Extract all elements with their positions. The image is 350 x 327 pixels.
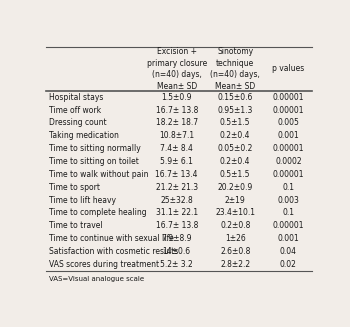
Text: Time to sitting on toilet: Time to sitting on toilet (49, 157, 139, 166)
Text: 1.5±0.9: 1.5±0.9 (161, 93, 192, 102)
Text: Time to sitting normally: Time to sitting normally (49, 144, 140, 153)
Text: 0.5±1.5: 0.5±1.5 (220, 170, 251, 179)
Text: 0.00001: 0.00001 (273, 106, 304, 115)
Text: 23.4±10.1: 23.4±10.1 (215, 208, 255, 217)
Text: VAS=Visual analogue scale: VAS=Visual analogue scale (49, 276, 144, 282)
Text: Time to walk without pain: Time to walk without pain (49, 170, 148, 179)
Text: Time off work: Time off work (49, 106, 101, 115)
Text: 0.2±0.8: 0.2±0.8 (220, 221, 250, 230)
Text: 7.4± 8.4: 7.4± 8.4 (160, 144, 193, 153)
Text: Time to continue with sexual life: Time to continue with sexual life (49, 234, 174, 243)
Text: 0.001: 0.001 (278, 131, 299, 140)
Text: 0.00001: 0.00001 (273, 170, 304, 179)
Text: Time to lift heavy: Time to lift heavy (49, 196, 116, 204)
Text: 0.2±0.4: 0.2±0.4 (220, 157, 251, 166)
Text: 14±0.6: 14±0.6 (163, 247, 191, 256)
Text: 0.1: 0.1 (282, 208, 294, 217)
Text: 0.15±0.6: 0.15±0.6 (217, 93, 253, 102)
Text: 0.00001: 0.00001 (273, 144, 304, 153)
Text: 2±19: 2±19 (225, 196, 246, 204)
Text: 0.02: 0.02 (280, 260, 297, 269)
Text: 5.9± 6.1: 5.9± 6.1 (160, 157, 193, 166)
Text: Satisfaction with cosmetic results: Satisfaction with cosmetic results (49, 247, 178, 256)
Text: 16.7± 13.8: 16.7± 13.8 (155, 106, 198, 115)
Text: 20.2±0.9: 20.2±0.9 (218, 183, 253, 192)
Text: 0.0002: 0.0002 (275, 157, 302, 166)
Text: Time to complete healing: Time to complete healing (49, 208, 146, 217)
Text: 0.003: 0.003 (278, 196, 299, 204)
Text: 0.005: 0.005 (278, 118, 299, 128)
Text: VAS scores during treatment: VAS scores during treatment (49, 260, 159, 269)
Text: 16.7± 13.8: 16.7± 13.8 (155, 221, 198, 230)
Text: Time to sport: Time to sport (49, 183, 100, 192)
Text: 5.2± 3.2: 5.2± 3.2 (160, 260, 193, 269)
Text: 2.6±0.8: 2.6±0.8 (220, 247, 250, 256)
Text: Dressing count: Dressing count (49, 118, 106, 128)
Text: 21.2± 21.3: 21.2± 21.3 (156, 183, 198, 192)
Text: 0.1: 0.1 (282, 183, 294, 192)
Text: 0.001: 0.001 (278, 234, 299, 243)
Text: 25±32.8: 25±32.8 (160, 196, 193, 204)
Text: 7.9±8.9: 7.9±8.9 (161, 234, 192, 243)
Text: Hospital stays: Hospital stays (49, 93, 103, 102)
Text: p values: p values (272, 64, 304, 73)
Text: Sinotomy
technique
(n=40) days,
Mean± SD: Sinotomy technique (n=40) days, Mean± SD (210, 47, 260, 91)
Text: 0.00001: 0.00001 (273, 93, 304, 102)
Text: 0.04: 0.04 (280, 247, 297, 256)
Text: 18.2± 18.7: 18.2± 18.7 (156, 118, 198, 128)
Text: 0.95±1.3: 0.95±1.3 (217, 106, 253, 115)
Text: Time to travel: Time to travel (49, 221, 102, 230)
Text: Excision +
primary closure
(n=40) days,
Mean± SD: Excision + primary closure (n=40) days, … (147, 47, 207, 91)
Text: 1±26: 1±26 (225, 234, 246, 243)
Text: 0.5±1.5: 0.5±1.5 (220, 118, 251, 128)
Text: 10.8±7.1: 10.8±7.1 (159, 131, 194, 140)
Text: Taking medication: Taking medication (49, 131, 119, 140)
Text: 0.2±0.4: 0.2±0.4 (220, 131, 251, 140)
Text: 0.05±0.2: 0.05±0.2 (217, 144, 253, 153)
Text: 16.7± 13.4: 16.7± 13.4 (155, 170, 198, 179)
Text: 31.1± 22.1: 31.1± 22.1 (156, 208, 198, 217)
Text: 2.8±2.2: 2.8±2.2 (220, 260, 250, 269)
Text: 0.00001: 0.00001 (273, 221, 304, 230)
